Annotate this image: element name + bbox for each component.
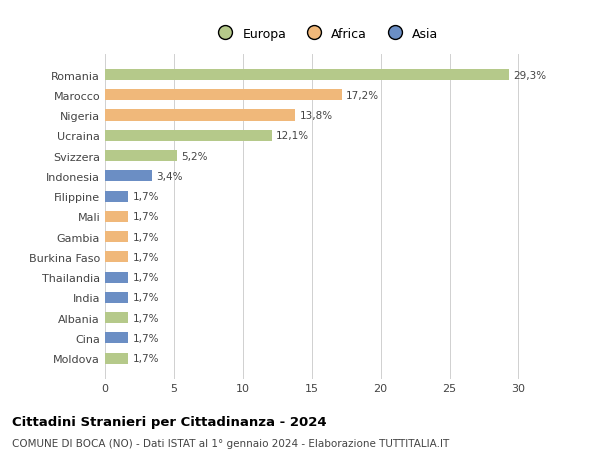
Legend: Europa, Africa, Asia: Europa, Africa, Asia: [208, 22, 443, 45]
Bar: [105, 292, 128, 303]
Bar: [105, 90, 342, 101]
Bar: [105, 211, 128, 223]
Text: 1,7%: 1,7%: [133, 313, 159, 323]
Bar: [105, 130, 272, 141]
Bar: [105, 231, 128, 243]
Bar: [105, 353, 128, 364]
Text: 1,7%: 1,7%: [133, 273, 159, 283]
Bar: [105, 252, 128, 263]
Text: 12,1%: 12,1%: [276, 131, 309, 141]
Text: 1,7%: 1,7%: [133, 333, 159, 343]
Text: 1,7%: 1,7%: [133, 212, 159, 222]
Bar: [105, 313, 128, 324]
Text: 17,2%: 17,2%: [346, 90, 379, 101]
Text: 3,4%: 3,4%: [156, 172, 182, 181]
Bar: [105, 171, 152, 182]
Text: 1,7%: 1,7%: [133, 192, 159, 202]
Bar: [105, 151, 176, 162]
Bar: [105, 333, 128, 344]
Text: COMUNE DI BOCA (NO) - Dati ISTAT al 1° gennaio 2024 - Elaborazione TUTTITALIA.IT: COMUNE DI BOCA (NO) - Dati ISTAT al 1° g…: [12, 438, 449, 448]
Text: 1,7%: 1,7%: [133, 293, 159, 303]
Bar: [105, 272, 128, 283]
Text: 1,7%: 1,7%: [133, 353, 159, 364]
Bar: [105, 110, 295, 121]
Text: 29,3%: 29,3%: [513, 70, 546, 80]
Bar: [105, 191, 128, 202]
Text: 13,8%: 13,8%: [299, 111, 332, 121]
Bar: [105, 70, 509, 81]
Text: 5,2%: 5,2%: [181, 151, 207, 161]
Text: Cittadini Stranieri per Cittadinanza - 2024: Cittadini Stranieri per Cittadinanza - 2…: [12, 415, 326, 428]
Text: 1,7%: 1,7%: [133, 232, 159, 242]
Text: 1,7%: 1,7%: [133, 252, 159, 262]
